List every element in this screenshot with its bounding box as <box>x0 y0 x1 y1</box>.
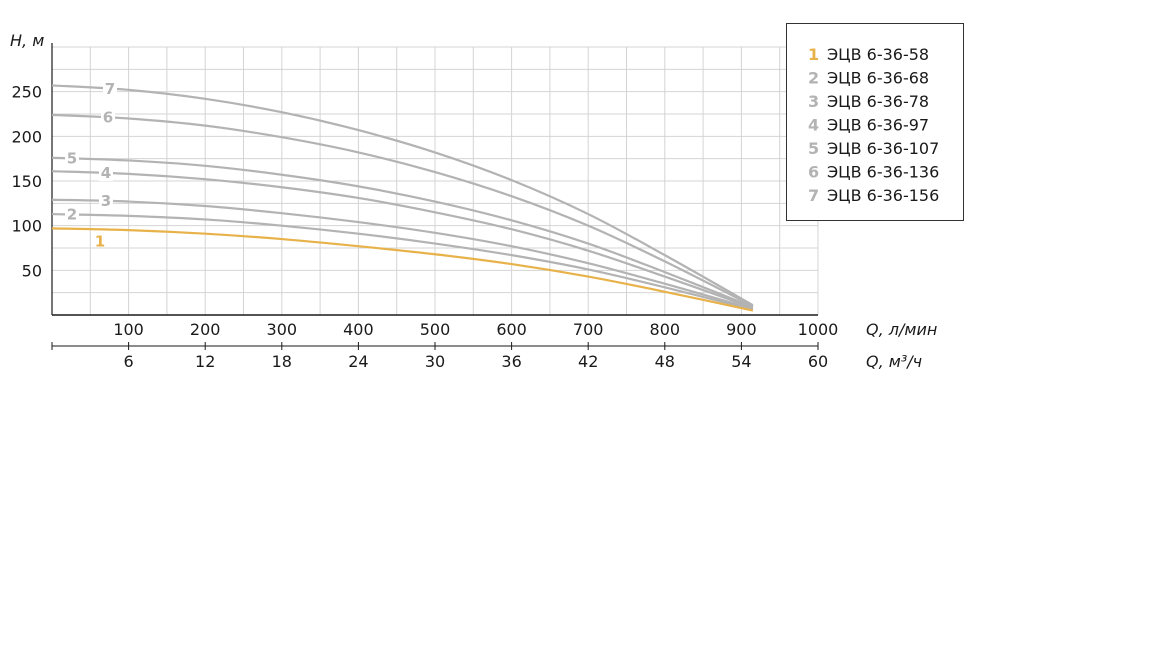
x-tick-label: 500 <box>420 320 451 339</box>
legend-number-3: 3 <box>808 92 819 111</box>
y-tick-label: 200 <box>11 127 42 146</box>
curve-series-4 <box>51 170 754 309</box>
curve-label-6: 6 <box>103 109 113 127</box>
y-tick-label: 250 <box>11 83 42 102</box>
grid <box>52 46 819 315</box>
axes: 50 100 150 200 250 100 200 300 400 500 600 700 800 90… <box>11 43 838 371</box>
legend-label-4: ЭЦВ 6-36-97 <box>827 116 929 135</box>
x2-tick-label: 12 <box>195 352 215 371</box>
curve-label-bg <box>101 109 115 126</box>
x2-axis-title: Q, м³/ч <box>866 352 922 371</box>
y-axis-title: H, м <box>10 31 44 50</box>
y-tick-label: 150 <box>11 172 42 191</box>
x2-tick-label: 48 <box>655 352 675 371</box>
legend-label-6: ЭЦВ 6-36-136 <box>827 163 939 182</box>
legend-number-6: 6 <box>808 163 819 182</box>
x2-tick-label: 30 <box>425 352 445 371</box>
x2-tick-label: 18 <box>272 352 292 371</box>
curve-label-bg <box>65 150 79 167</box>
legend-label-2: ЭЦВ 6-36-68 <box>827 69 929 88</box>
curve-series-1 <box>51 227 754 312</box>
curve-label-bg <box>99 193 113 210</box>
x2-tick-label: 6 <box>124 352 134 371</box>
curve-label-4: 4 <box>101 164 111 182</box>
x-tick-label: 600 <box>496 320 527 339</box>
legend-number-1: 1 <box>808 45 819 64</box>
legend-number-7: 7 <box>808 186 819 205</box>
x2-tick-label: 24 <box>348 352 368 371</box>
x-tick-label: 100 <box>113 320 144 339</box>
curve-label-1: 1 <box>95 232 105 250</box>
curve-series-7 <box>51 84 754 307</box>
curve-series-6 <box>51 113 754 308</box>
curve-label-bg <box>99 165 113 182</box>
x-tick-label: 700 <box>573 320 604 339</box>
curve-series-2 <box>51 212 754 311</box>
curves <box>51 84 754 312</box>
x-tick-label: 200 <box>190 320 221 339</box>
x-axis-title: Q, л/мин <box>866 320 937 339</box>
curve-series-3 <box>51 198 754 310</box>
curve-label-bg <box>65 206 79 223</box>
curve-label-5: 5 <box>67 149 77 167</box>
y-tick-label: 50 <box>22 261 42 280</box>
x-tick-label: 900 <box>726 320 757 339</box>
x2-tick-label: 36 <box>501 352 521 371</box>
legend-number-5: 5 <box>808 139 819 158</box>
legend-label-3: ЭЦВ 6-36-78 <box>827 92 929 111</box>
legend: 1 ЭЦВ 6-36-58 2 ЭЦВ 6-36-68 3 ЭЦВ 6-36-78 4 ЭЦВ… <box>786 23 964 221</box>
curve-label-7: 7 <box>105 80 115 98</box>
x-tick-label: 1000 <box>798 320 839 339</box>
legend-label-1: ЭЦВ 6-36-58 <box>827 45 929 64</box>
legend-number-4: 4 <box>808 116 819 135</box>
x2-tick-label: 60 <box>808 352 828 371</box>
curve-series-5 <box>51 156 754 308</box>
y-tick-label: 100 <box>11 217 42 236</box>
curve-labels: 7 6 5 4 3 21 <box>65 80 117 250</box>
x2-tick-label: 42 <box>578 352 598 371</box>
curve-label-bg <box>103 80 117 97</box>
legend-number-2: 2 <box>808 69 819 88</box>
curve-label-2: 2 <box>67 206 77 224</box>
x-tick-label: 800 <box>650 320 681 339</box>
x-tick-label: 300 <box>267 320 298 339</box>
legend-label-7: ЭЦВ 6-36-156 <box>827 186 939 205</box>
legend-box <box>786 23 964 221</box>
legend-label-5: ЭЦВ 6-36-107 <box>827 139 939 158</box>
x2-tick-label: 54 <box>731 352 751 371</box>
curve-label-3: 3 <box>101 192 111 210</box>
x-tick-label: 400 <box>343 320 374 339</box>
